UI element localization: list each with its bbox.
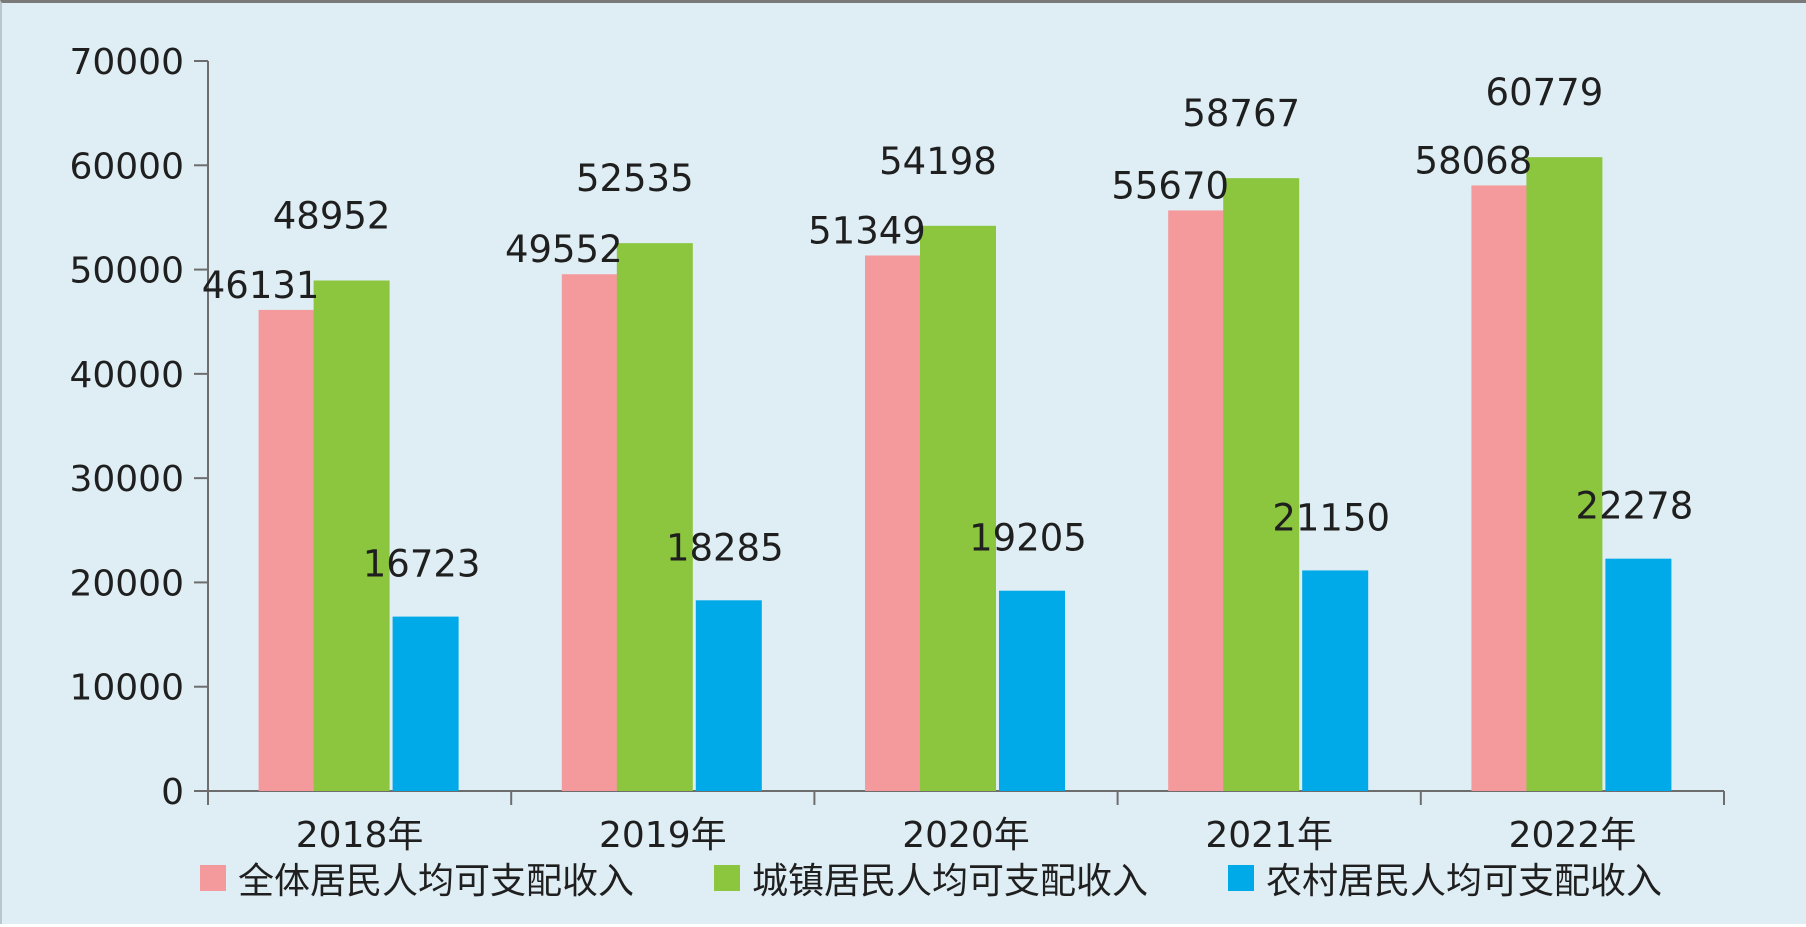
y-tick-label: 40000 [69,355,184,396]
bar [1302,570,1369,791]
x-axis: 2018年 2019年 2020年 2021年 2022年 [207,790,1725,856]
x-tick-label: 2021年 [1205,815,1333,856]
bar [1526,157,1603,791]
bar [392,616,459,791]
bar [1223,178,1300,791]
bar [865,255,927,791]
data-label: 48952 [273,195,391,238]
bar [1168,210,1231,792]
bar [999,590,1065,791]
data-label: 51349 [808,210,926,253]
bar [920,225,996,791]
y-tick-label: 60000 [69,146,184,187]
legend: 全体居民人均可支配收入 城镇居民人均可支配收入 农村居民人均可支配收入 [200,861,1662,902]
bar [1471,185,1534,791]
bar [616,243,693,791]
legend-label: 城镇居民人均可支配收入 [752,861,1148,902]
data-label: 18285 [666,526,784,569]
data-label: 55670 [1111,164,1229,207]
data-label-group: 46131 49552 51349 55670 58068 48952 52535 54198… [202,71,1694,585]
x-tick-label: 2018年 [296,815,424,856]
bar [258,309,321,791]
legend-label: 全体居民人均可支配收入 [238,861,634,902]
data-label: 52535 [576,157,694,200]
legend-swatch [714,865,740,891]
x-tick-label: 2020年 [902,815,1030,856]
y-tick-label: 20000 [69,563,184,604]
bar [1605,558,1672,791]
y-tick-label: 50000 [69,251,184,292]
bar-chart: 0 10000 20000 30000 40000 50000 60000 70000 201… [69,42,1725,902]
data-label: 58068 [1415,139,1533,182]
data-label: 60779 [1486,71,1604,114]
y-tick-label: 30000 [69,459,184,500]
bar [561,274,624,792]
data-label: 21150 [1272,496,1390,539]
x-tick-label: 2019年 [599,815,727,856]
data-label: 49552 [505,228,623,271]
data-label: 58767 [1182,92,1300,135]
bar [695,600,762,791]
data-label: 16723 [363,543,481,586]
legend-swatch [200,865,226,891]
y-tick-label: 10000 [69,668,184,709]
bar [313,280,390,791]
data-label: 22278 [1576,485,1694,528]
legend-swatch [1228,865,1254,891]
y-tick-label: 70000 [69,42,184,83]
data-label: 54198 [879,140,997,183]
y-tick-label: 0 [161,772,184,813]
legend-label: 农村居民人均可支配收入 [1266,861,1662,902]
data-label: 46131 [202,264,320,307]
bar-series-group [258,157,1672,792]
data-label: 19205 [969,517,1087,560]
x-tick-label: 2022年 [1509,815,1637,856]
y-axis: 0 10000 20000 30000 40000 50000 60000 70000 [69,42,209,813]
